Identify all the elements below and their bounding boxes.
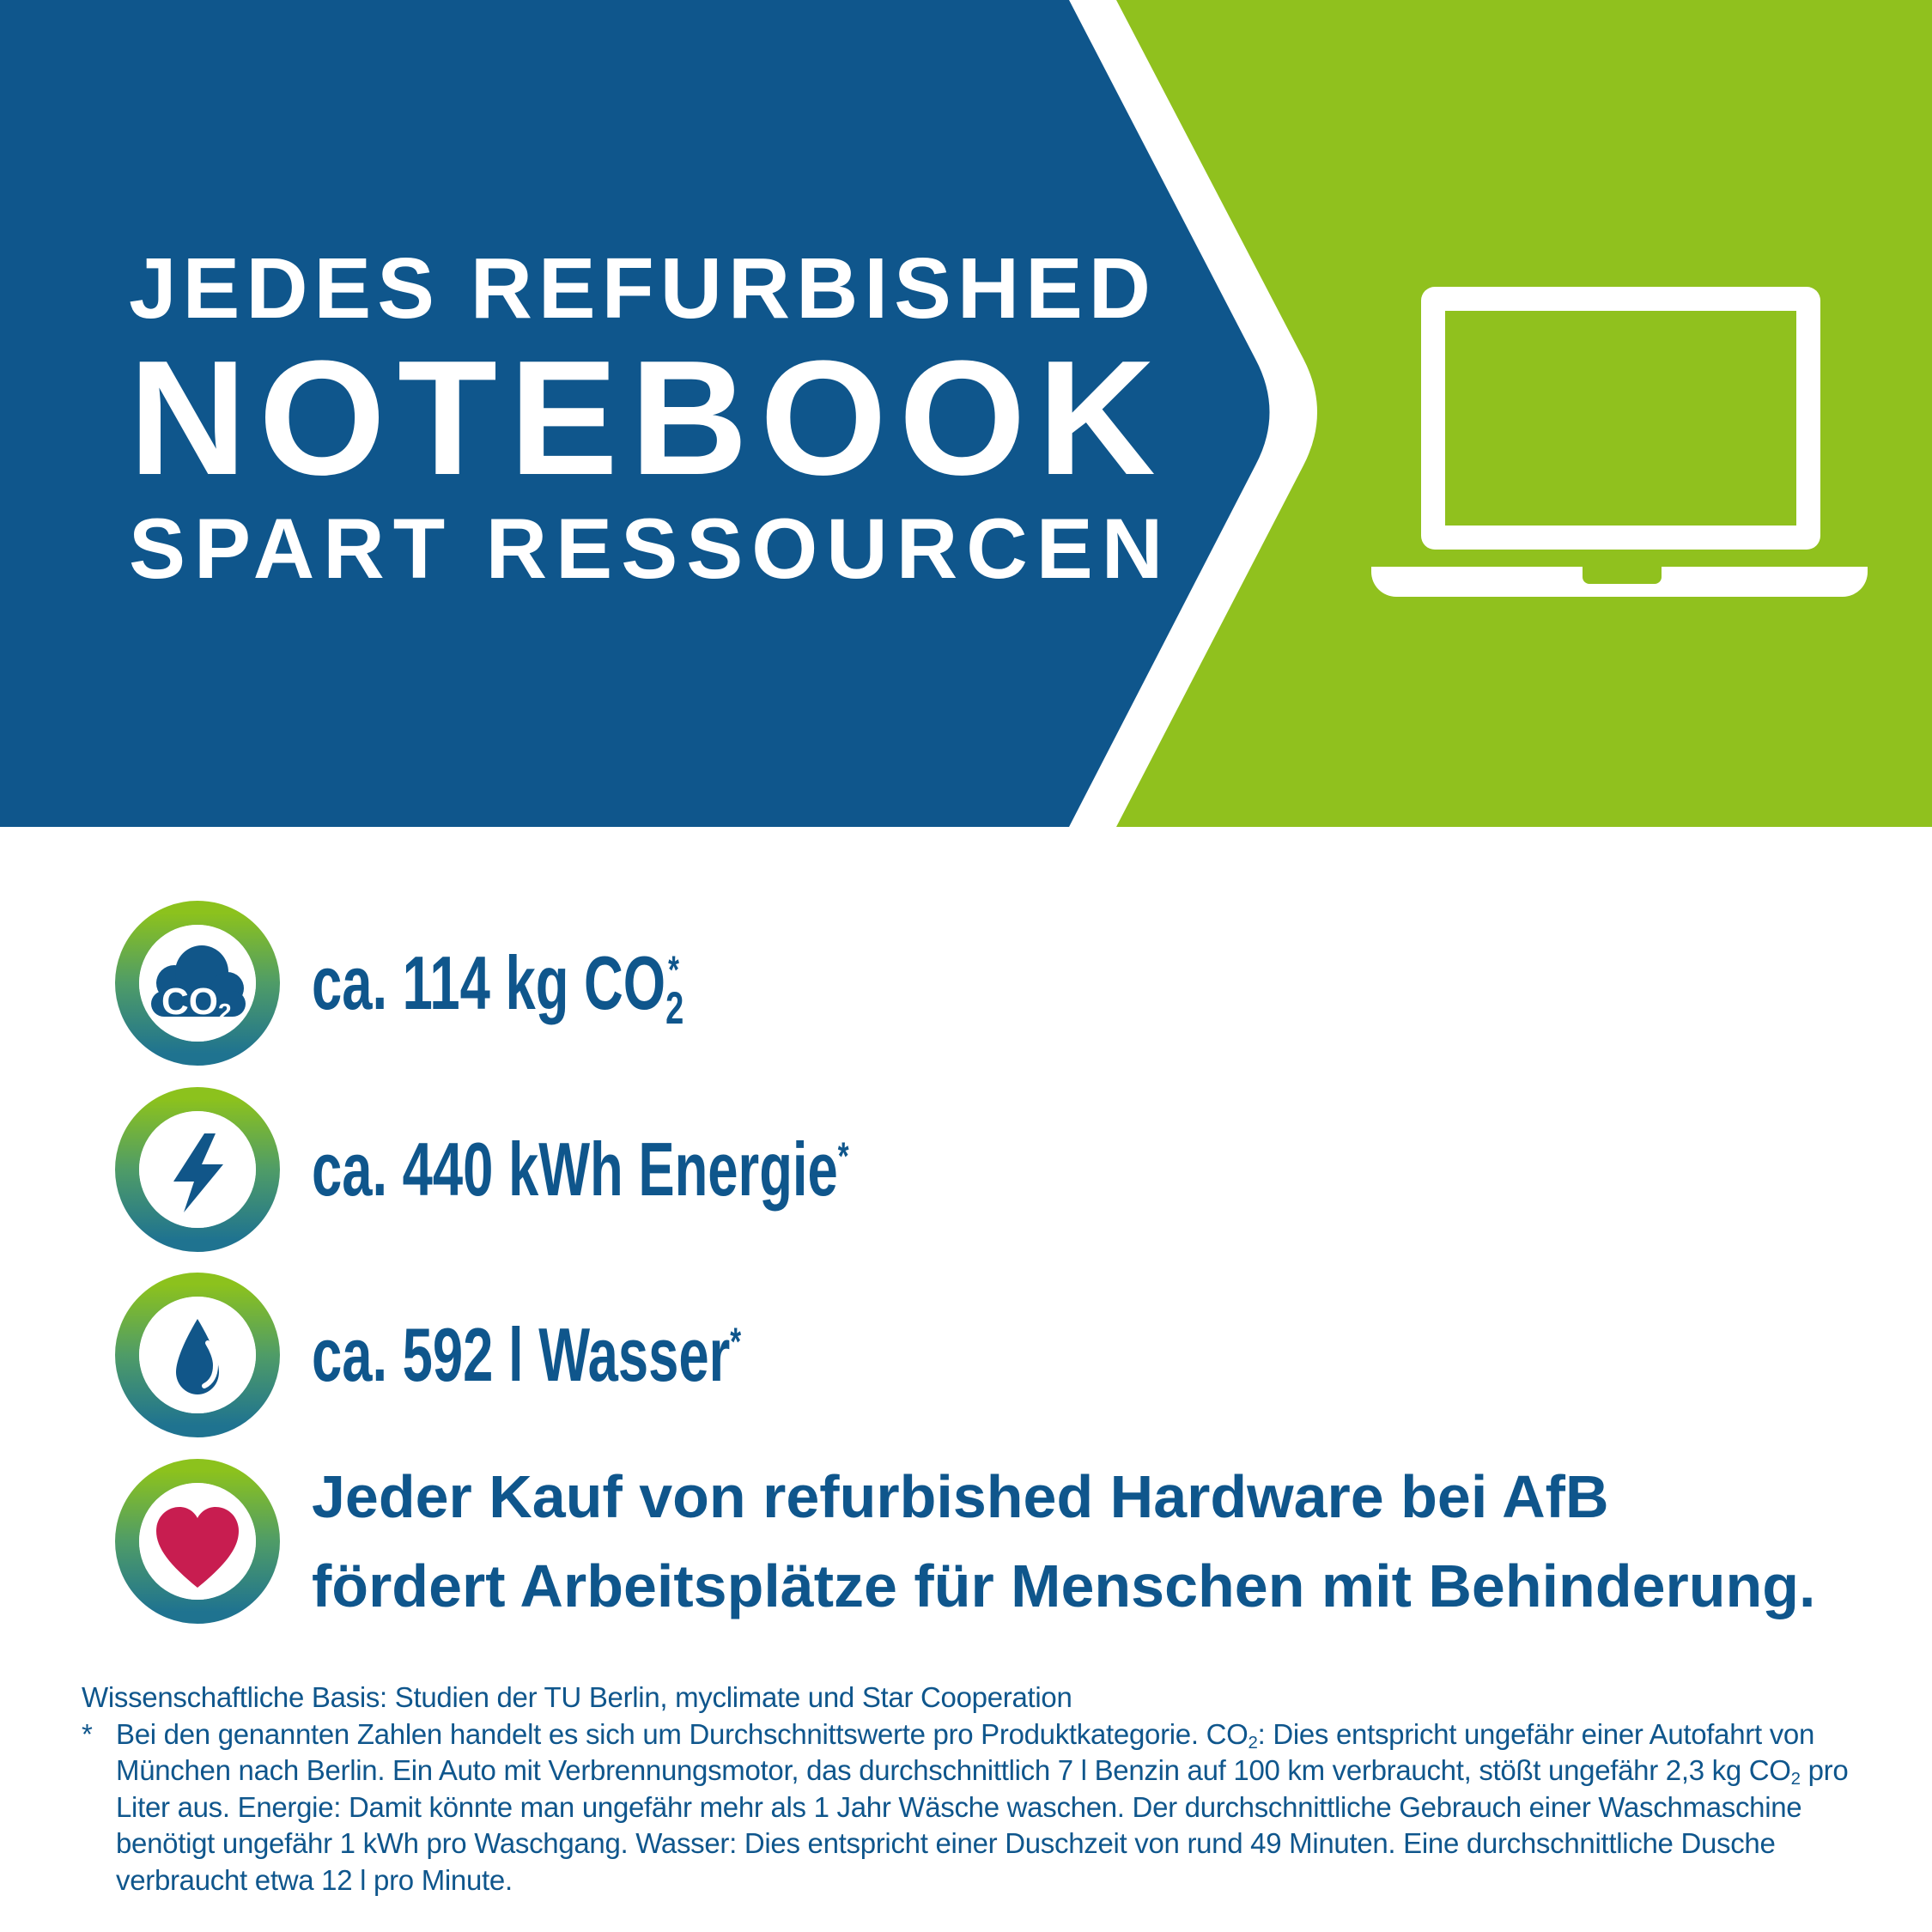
co2-subscript: 2 (1248, 1732, 1258, 1753)
laptop-icon (1371, 287, 1868, 597)
water-drop-shape (176, 1319, 219, 1394)
scientific-basis-line: Wissenschaftliche Basis: Studien der TU … (82, 1681, 1072, 1713)
footnote-line4: benötigt ungefähr 1 kWh pro Waschgang. W… (116, 1827, 1776, 1859)
banner-blue-arrow-shape (0, 0, 1270, 827)
footnote-line5: verbraucht etwa 12 l pro Minute. (116, 1863, 513, 1896)
stat-water-text: ca. 592 l Wasser* (312, 1311, 908, 1399)
lightning-icon (115, 1087, 280, 1252)
social-line1: Jeder Kauf von refurbished Hardware bei … (312, 1463, 1609, 1530)
gradient-ring (115, 1459, 280, 1624)
gradient-ring (115, 1087, 280, 1252)
gradient-ring (115, 901, 280, 1066)
footnote-line1: * Bei den genannten Zahlen handelt es sic… (82, 1717, 1815, 1753)
gradient-ring (115, 1273, 280, 1437)
water-drop-icon (115, 1273, 280, 1437)
laptop-base-notch (1583, 567, 1662, 584)
stat-row-co2: CO2 ca. 114 kg CO2* (115, 901, 822, 1066)
banner-title-line1: JEDES REFURBISHED (129, 240, 1157, 337)
stat-water-value: ca. 592 l Wasser (312, 1312, 731, 1397)
heart-icon (115, 1459, 280, 1624)
stat-energy-value: ca. 440 kWh Energie (312, 1127, 838, 1212)
footnote-asterisk: * (82, 1717, 93, 1750)
stat-water-label: ca. 592 l Wasser* (312, 1311, 741, 1399)
laptop-screen (1445, 311, 1796, 526)
stat-co2-value: ca. 114 kg CO (312, 940, 666, 1025)
stat-row-water: ca. 592 l Wasser* (115, 1273, 908, 1437)
cloud-co2-text: CO2 (161, 981, 232, 1025)
co2-subscript: 2 (1790, 1769, 1801, 1789)
stat-co2-text: ca. 114 kg CO2* (312, 939, 822, 1031)
stat-energy-label: ca. 440 kWh Energie* (312, 1126, 849, 1213)
stat-row-energy: ca. 440 kWh Energie* (115, 1087, 1058, 1252)
footer: Wissenschaftliche Basis: Studien der TU … (82, 1680, 1872, 1899)
water-drop-highlight (202, 1340, 219, 1388)
co2-subscript: 2 (665, 982, 684, 1034)
heart-shape (156, 1507, 239, 1588)
social-line2: fördert Arbeitsplätze für Menschen mit B… (312, 1552, 1816, 1619)
co2-asterisk: * (668, 947, 679, 992)
stat-social-text: Jeder Kauf von refurbished Hardware bei … (312, 1452, 1815, 1631)
footnote-line3: Liter aus. Energie: Damit könnte man ung… (116, 1790, 1802, 1823)
banner-title-line3: SPART RESSOURCEN (129, 501, 1172, 596)
energy-asterisk: * (837, 1133, 849, 1178)
stat-energy-text: ca. 440 kWh Energie* (312, 1126, 1058, 1213)
stat-co2-label: ca. 114 kg CO2* (312, 939, 683, 1031)
banner-title-line2: NOTEBOOK (129, 327, 1168, 509)
footnote: * Bei den genannten Zahlen handelt es sic… (82, 1716, 1872, 1899)
footnote-line2: München nach Berlin. Ein Auto mit Verbre… (116, 1754, 1849, 1789)
lightning-bolt-shape (173, 1133, 223, 1212)
water-asterisk: * (730, 1319, 742, 1364)
stat-row-social: Jeder Kauf von refurbished Hardware bei … (115, 1459, 1815, 1624)
co2-cloud-icon: CO2 (115, 901, 280, 1066)
cloud-shape (151, 945, 246, 1017)
